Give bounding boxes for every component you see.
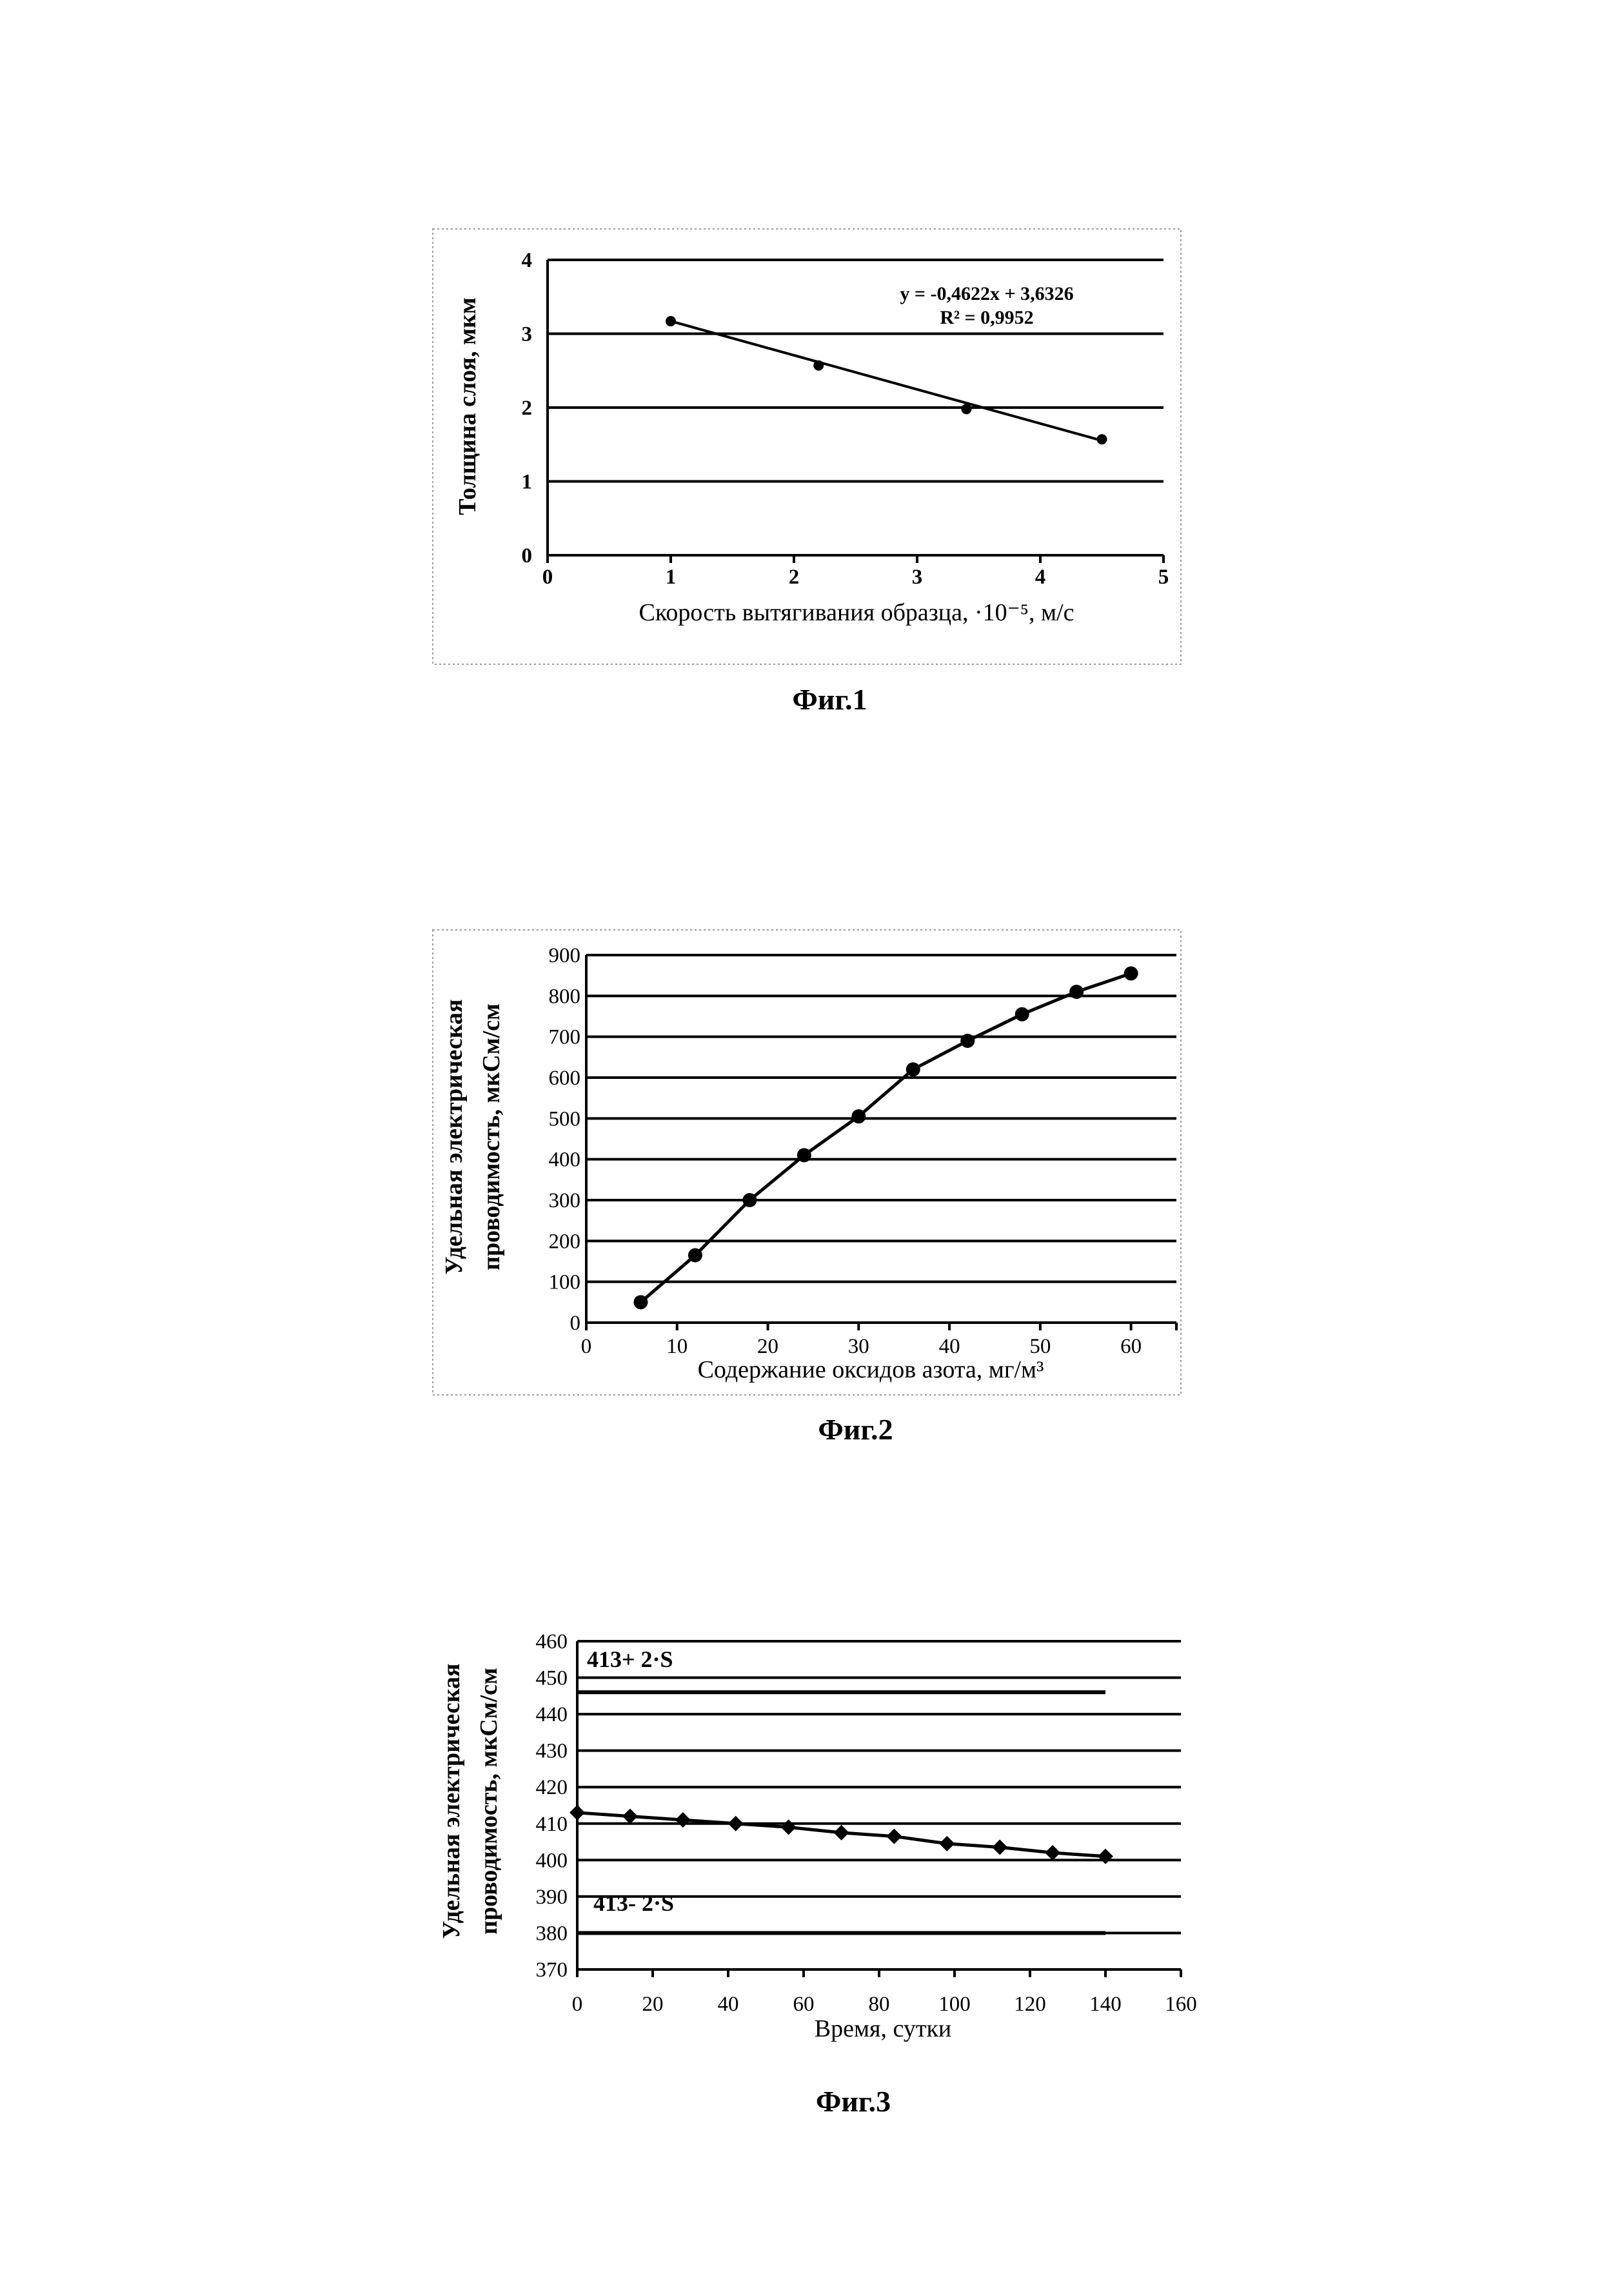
x-axis-label: Скорость вытягивания образца, ·10⁻⁵, м/с bbox=[639, 599, 1074, 626]
r-squared-label: R² = 0,9952 bbox=[940, 307, 1033, 328]
data-point bbox=[688, 1248, 702, 1263]
data-point bbox=[1098, 1848, 1113, 1864]
y-axis-label: Удельная электрическая bbox=[438, 1663, 465, 1939]
data-point bbox=[675, 1812, 691, 1828]
chart-frame bbox=[432, 929, 1182, 1396]
data-point bbox=[633, 1295, 648, 1310]
x-tick-label: 10 bbox=[666, 1335, 688, 1358]
y-tick-label: 800 bbox=[549, 985, 581, 1008]
upper-limit-label: 413+ 2·S bbox=[587, 1646, 673, 1672]
x-tick-label: 20 bbox=[757, 1335, 778, 1358]
y-axis-label: проводимость, мкСм/см bbox=[478, 1003, 505, 1270]
y-tick-label: 200 bbox=[549, 1230, 581, 1253]
data-point bbox=[797, 1148, 811, 1163]
x-tick-label: 60 bbox=[793, 1993, 815, 2016]
x-tick-label: 2 bbox=[789, 566, 800, 589]
chart-3: 370 380 390 400 410 420 430 440 450 460 0 20 40 60 80 1… bbox=[438, 1630, 1197, 2118]
data-point bbox=[1124, 966, 1138, 981]
figure-caption: Фиг.2 bbox=[818, 1413, 893, 1446]
y-axis-label: Толщина слоя, мкм bbox=[454, 297, 481, 515]
x-tick-label: 60 bbox=[1120, 1335, 1142, 1358]
y-tick-label: 400 bbox=[536, 1849, 568, 1872]
y-tick-label: 380 bbox=[536, 1922, 568, 1945]
data-point bbox=[833, 1824, 849, 1840]
y-axis-label: Удельная электрическая bbox=[441, 999, 468, 1274]
data-point bbox=[1045, 1845, 1061, 1861]
data-point bbox=[622, 1808, 638, 1824]
y-tick-label: 460 bbox=[536, 1630, 568, 1653]
x-tick-label: 100 bbox=[938, 1993, 971, 2016]
y-tick-label: 300 bbox=[549, 1189, 581, 1212]
y-tick-label: 390 bbox=[536, 1886, 568, 1909]
data-point bbox=[742, 1193, 757, 1207]
y-tick-label: 3 bbox=[522, 323, 533, 346]
data-point bbox=[569, 1804, 585, 1820]
x-tick-label: 30 bbox=[848, 1335, 869, 1358]
y-tick-label: 900 bbox=[549, 944, 581, 967]
lower-limit-label: 413- 2·S bbox=[593, 1890, 674, 1916]
data-point bbox=[992, 1839, 1008, 1855]
chart-1: 0 1 2 3 4 0 1 2 3 4 5 Скорость вытягивания образца,… bbox=[432, 228, 1182, 716]
y-tick-label: 700 bbox=[549, 1026, 581, 1049]
y-tick-label: 440 bbox=[536, 1703, 568, 1726]
y-tick-label: 500 bbox=[549, 1107, 581, 1130]
data-point bbox=[728, 1815, 744, 1831]
y-tick-label: 430 bbox=[536, 1740, 568, 1763]
y-tick-label: 100 bbox=[549, 1271, 581, 1294]
chart-2: 0 100 200 300 400 500 600 700 800 900 0 10 20 30 40 50 6… bbox=[432, 929, 1182, 1446]
x-tick-label: 160 bbox=[1165, 1993, 1197, 2016]
data-point bbox=[1015, 1007, 1029, 1021]
figure-caption: Фиг.3 bbox=[816, 2085, 891, 2118]
x-tick-label: 0 bbox=[572, 1993, 583, 2016]
y-axis-label: проводимость, мкСм/см bbox=[475, 1668, 502, 1935]
trendline-equation: y = -0,4622x + 3,6326 bbox=[900, 283, 1073, 304]
x-tick-label: 80 bbox=[869, 1993, 890, 2016]
y-tick-label: 410 bbox=[536, 1813, 568, 1836]
data-point bbox=[851, 1109, 866, 1124]
data-point bbox=[939, 1835, 955, 1851]
x-tick-label: 4 bbox=[1035, 566, 1046, 589]
x-tick-label: 40 bbox=[718, 1993, 739, 2016]
y-tick-label: 370 bbox=[536, 1958, 568, 1982]
data-point bbox=[906, 1062, 920, 1077]
data-point bbox=[961, 404, 972, 415]
x-tick-label: 0 bbox=[581, 1335, 592, 1358]
y-tick-label: 1 bbox=[522, 471, 533, 494]
x-tick-label: 1 bbox=[666, 566, 677, 589]
y-tick-label: 2 bbox=[522, 397, 533, 420]
x-tick-label: 40 bbox=[939, 1335, 960, 1358]
x-tick-label: 140 bbox=[1089, 1993, 1122, 2016]
y-tick-label: 600 bbox=[549, 1067, 581, 1090]
y-tick-label: 0 bbox=[522, 544, 533, 567]
x-tick-label: 20 bbox=[642, 1993, 664, 2016]
series-line bbox=[639, 972, 1132, 1304]
x-axis-label: Содержание оксидов азота, мг/м³ bbox=[698, 1356, 1044, 1383]
data-point bbox=[780, 1819, 797, 1835]
data-point bbox=[1069, 985, 1084, 999]
x-tick-label: 5 bbox=[1158, 566, 1169, 589]
x-tick-label: 50 bbox=[1029, 1335, 1051, 1358]
y-tick-label: 450 bbox=[536, 1667, 568, 1690]
trendline bbox=[670, 320, 1103, 442]
x-tick-label: 3 bbox=[912, 566, 923, 589]
y-tick-label: 420 bbox=[536, 1776, 568, 1799]
x-tick-label: 120 bbox=[1014, 1993, 1046, 2016]
y-tick-label: 0 bbox=[570, 1312, 581, 1335]
x-tick-label: 0 bbox=[542, 566, 553, 589]
data-point bbox=[886, 1828, 902, 1844]
y-tick-label: 400 bbox=[549, 1149, 581, 1172]
chart-frame bbox=[432, 228, 1182, 665]
y-tick-label: 4 bbox=[522, 249, 533, 272]
data-point bbox=[960, 1034, 975, 1048]
x-axis-label: Время, сутки bbox=[815, 2015, 952, 2042]
figure-caption: Фиг.1 bbox=[792, 683, 867, 716]
